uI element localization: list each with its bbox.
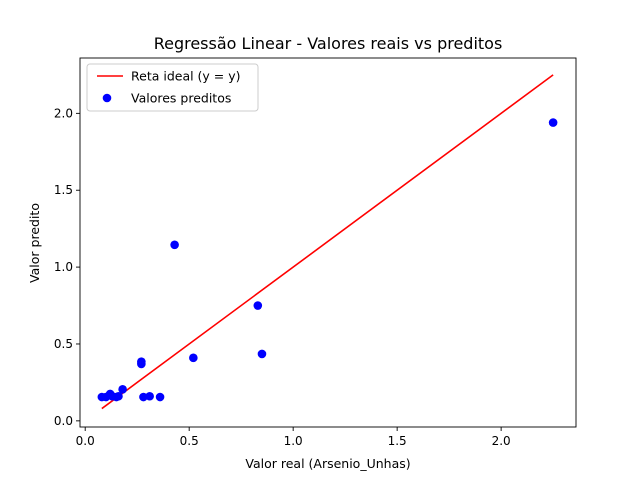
data-point (155, 392, 165, 402)
legend-box (86, 63, 259, 112)
data-point (189, 353, 198, 363)
axes-frame (79, 57, 577, 428)
chart-title: Regressão Linear - Valores reais vs pred… (154, 34, 503, 53)
legend: Reta ideal (y = y) Valores preditos (86, 63, 259, 112)
legend-label: Reta ideal (y = y) (131, 69, 241, 84)
legend-marker-swatch (102, 93, 112, 103)
y-tick-label: 1.0 (54, 260, 73, 274)
data-point (145, 391, 154, 401)
data-point (139, 392, 148, 402)
data-point (548, 118, 558, 127)
axis-ticks: 0.0 0.5 1.0 1.5 2.0 0.0 0.5 1.0 1.5 2.0 (54, 106, 511, 448)
y-axis-label: Valor predito (27, 203, 42, 283)
data-point (253, 301, 263, 310)
data-point (170, 240, 179, 250)
legend-label: Valores preditos (131, 91, 231, 106)
data-point (118, 385, 127, 394)
y-tick-label: 0.5 (54, 337, 73, 351)
x-tick-label: 1.0 (284, 434, 303, 448)
ideal-line (101, 74, 554, 410)
data-point (114, 391, 123, 401)
x-tick-label: 1.5 (388, 434, 407, 448)
x-tick-label: 0.5 (180, 434, 199, 448)
x-tick-label: 0.0 (76, 434, 95, 448)
x-tick-label: 2.0 (492, 434, 511, 448)
plot-area (79, 57, 577, 428)
data-point (257, 349, 267, 359)
x-axis-label: Valor real (Arsenio_Unhas) (245, 456, 410, 471)
data-point (137, 359, 146, 369)
y-tick-label: 1.5 (54, 183, 73, 197)
y-tick-label: 2.0 (54, 106, 73, 120)
y-tick-label: 0.0 (54, 414, 73, 428)
